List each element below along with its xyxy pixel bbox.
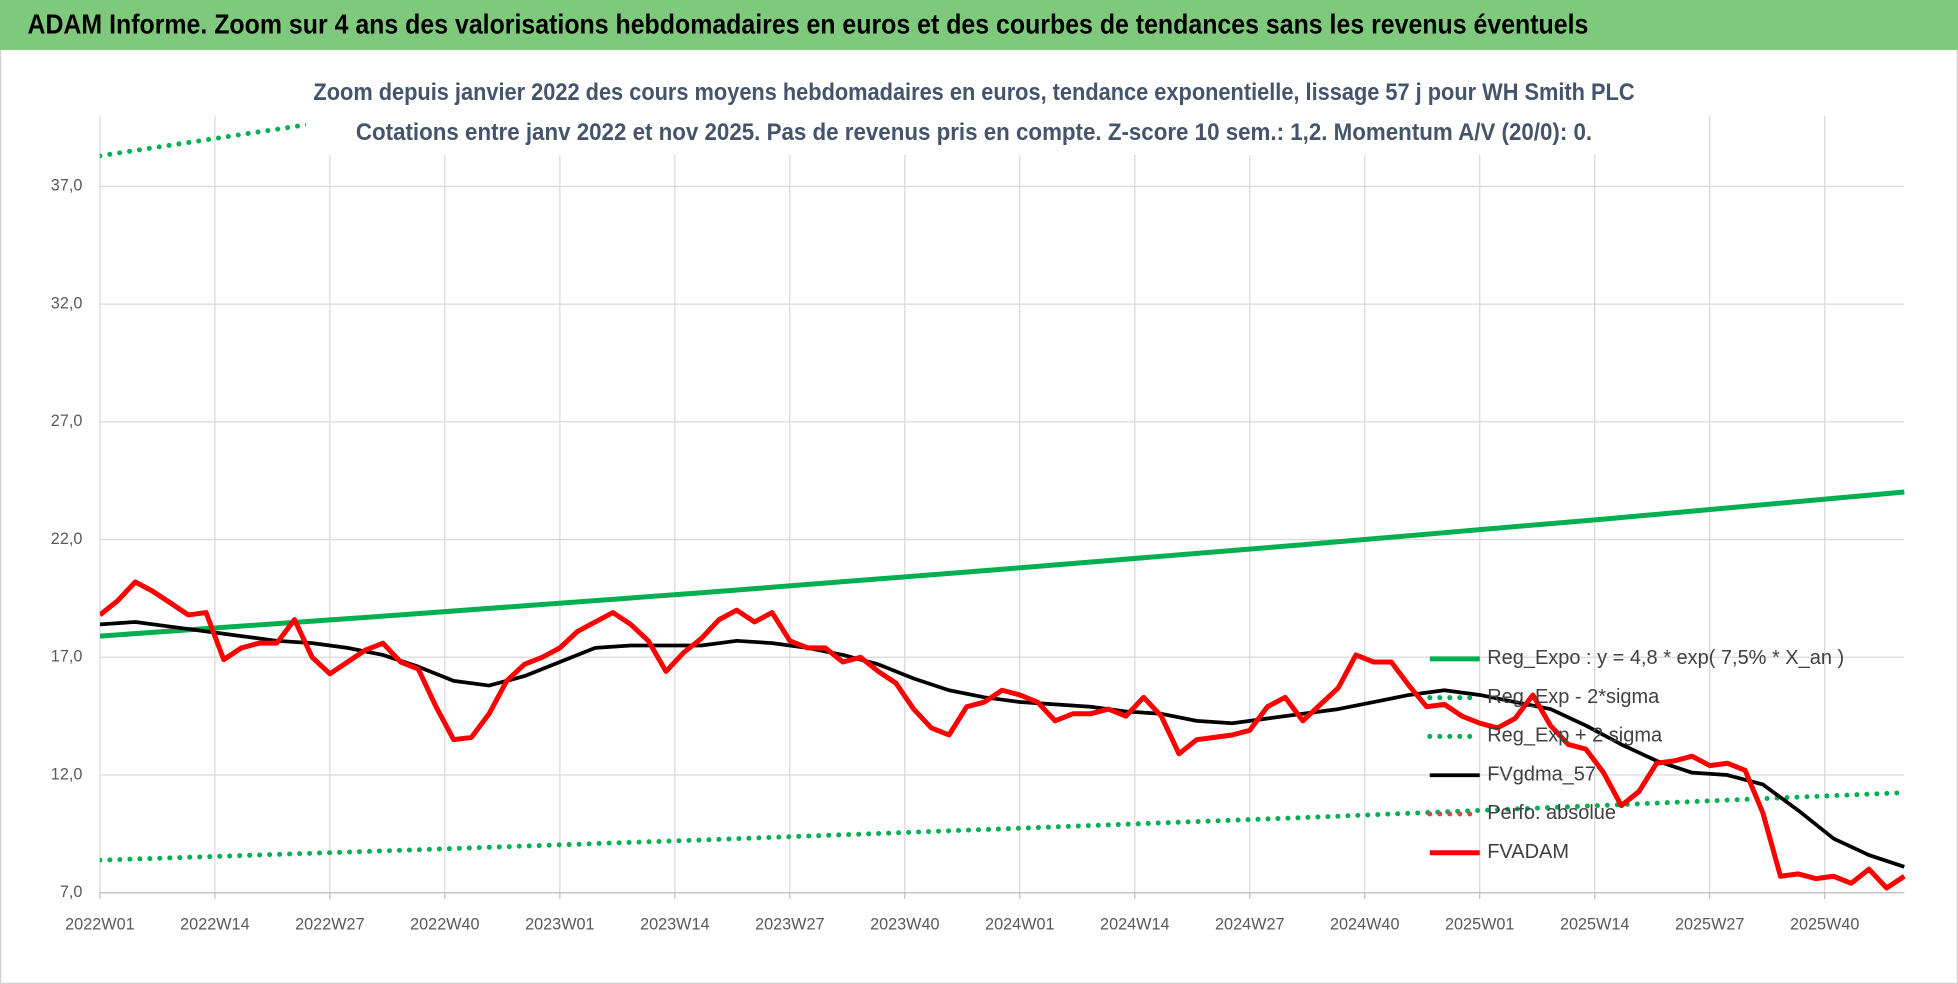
header-title: ADAM Informe. Zoom sur 4 ans des valoris… bbox=[27, 9, 1588, 40]
grid bbox=[99, 115, 1905, 894]
x-tick-label: 2024W40 bbox=[1330, 916, 1399, 934]
x-tick-label: 2022W14 bbox=[180, 916, 249, 934]
y-tick-label: 32,0 bbox=[51, 294, 83, 312]
legend-label: Reg_Exp - 2*sigma bbox=[1487, 686, 1660, 708]
legend-label: Reg_Expo : y = 4,8 * exp( 7,5% * X_an ) bbox=[1487, 647, 1844, 669]
chart-subtitle: Cotations entre janv 2022 et nov 2025. P… bbox=[356, 120, 1592, 146]
legend-label: Reg_Exp + 2 sigma bbox=[1487, 725, 1663, 747]
title-box bbox=[305, 75, 1643, 156]
y-tick-label: 7,0 bbox=[60, 883, 83, 901]
x-tick-label: 2025W01 bbox=[1445, 916, 1514, 934]
series-line bbox=[99, 790, 1906, 863]
x-tick-label: 2025W40 bbox=[1790, 916, 1859, 934]
legend: Reg_Expo : y = 4,8 * exp( 7,5% * X_an ) R… bbox=[1427, 647, 1844, 863]
x-tick-label: 2024W27 bbox=[1215, 916, 1284, 934]
y-tick-label: 17,0 bbox=[51, 648, 83, 666]
x-tick-label: 2022W01 bbox=[65, 916, 134, 934]
series-line bbox=[99, 489, 1905, 639]
axes: 7,0 12,0 17,0 22,0 27,0 32,0 37,0 2022W01 2022W1… bbox=[51, 177, 1905, 934]
y-tick-label: 12,0 bbox=[51, 765, 83, 783]
chart-title: Zoom depuis janvier 2022 des cours moyen… bbox=[313, 80, 1634, 106]
x-tick-label: 2023W40 bbox=[870, 916, 939, 934]
x-tick-label: 2023W14 bbox=[640, 916, 709, 934]
plot-area bbox=[99, 115, 1906, 891]
header-band bbox=[0, 0, 1958, 51]
legend-label: FVADAM bbox=[1487, 841, 1569, 863]
x-tick-label: 2025W27 bbox=[1675, 916, 1744, 934]
y-tick-label: 22,0 bbox=[51, 530, 83, 548]
legend-label: Perfo. absolue bbox=[1487, 802, 1616, 824]
y-tick-label: 27,0 bbox=[51, 412, 83, 430]
y-tick-label: 37,0 bbox=[51, 177, 83, 195]
x-tick-label: 2022W40 bbox=[410, 916, 479, 934]
x-tick-label: 2023W27 bbox=[755, 916, 824, 934]
series-line bbox=[99, 579, 1906, 891]
x-tick-label: 2024W01 bbox=[985, 916, 1054, 934]
x-tick-label: 2022W27 bbox=[295, 916, 364, 934]
legend-label: FVgdma_57 bbox=[1487, 763, 1596, 785]
x-tick-label: 2024W14 bbox=[1100, 916, 1169, 934]
x-tick-label: 2023W01 bbox=[525, 916, 594, 934]
x-tick-label: 2025W14 bbox=[1560, 916, 1629, 934]
